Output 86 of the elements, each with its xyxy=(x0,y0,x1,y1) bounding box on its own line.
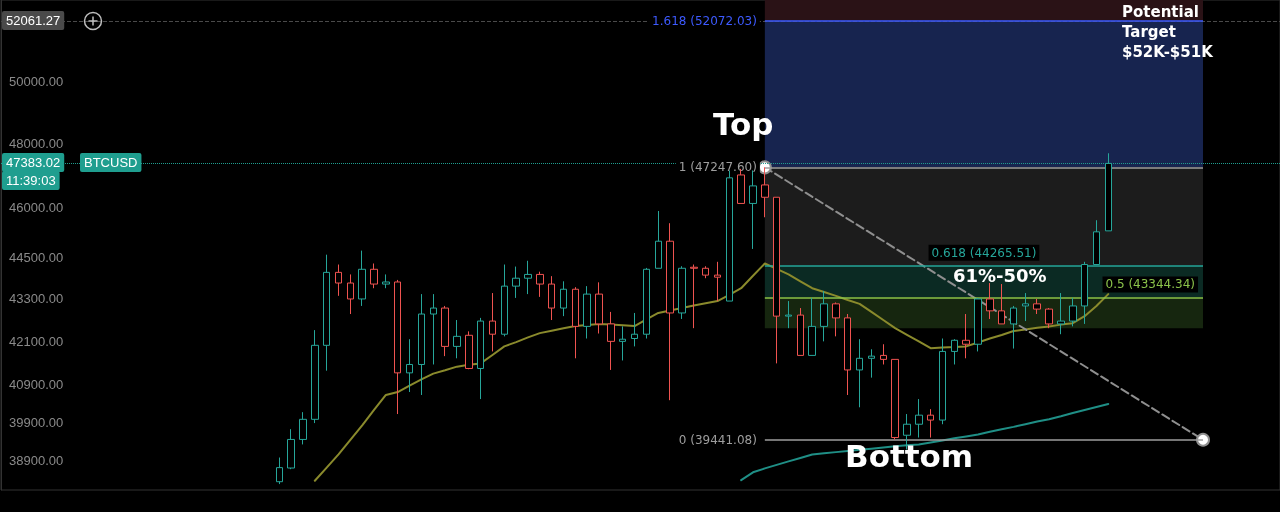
candlestick xyxy=(477,317,484,400)
candlestick xyxy=(844,313,851,396)
candlestick xyxy=(501,264,508,337)
candlestick xyxy=(868,348,875,379)
candlestick xyxy=(643,267,650,339)
candlestick xyxy=(524,260,532,295)
candlestick xyxy=(808,297,816,356)
candlestick xyxy=(335,264,342,297)
candlestick xyxy=(666,222,674,401)
candlestick xyxy=(560,280,567,317)
candlestick xyxy=(276,457,283,485)
candlestick xyxy=(358,250,366,307)
candlestick xyxy=(655,210,662,269)
candlestick xyxy=(394,279,401,415)
y-tick-label: 40900.00 xyxy=(9,377,64,393)
candlestick xyxy=(347,273,354,315)
candlestick xyxy=(430,293,437,365)
candlestick xyxy=(583,285,591,339)
candlestick xyxy=(441,305,449,357)
candlestick xyxy=(797,307,804,356)
candlestick xyxy=(986,282,994,320)
candlestick xyxy=(323,254,330,372)
candlestick xyxy=(1033,298,1041,315)
annotation: BTCUSD xyxy=(84,155,138,171)
candlestick xyxy=(1057,292,1065,335)
candlestick xyxy=(678,265,686,320)
candlestick xyxy=(785,300,792,329)
candlestick xyxy=(962,313,970,359)
y-tick-label: 43300.00 xyxy=(9,291,64,307)
candlestick xyxy=(880,343,887,365)
candlestick xyxy=(418,293,425,396)
candlestick xyxy=(974,297,982,352)
candlestick xyxy=(489,292,496,352)
ref-line-label: 0.618 (44265.51) xyxy=(931,245,1037,260)
ref-line-label: 1.618 (52072.03) xyxy=(652,13,757,28)
ref-line-label: 52061.27 xyxy=(6,12,61,28)
candlestick xyxy=(998,283,1005,325)
candlestick xyxy=(690,264,698,329)
candlestick xyxy=(915,398,923,439)
candlestick xyxy=(1069,297,1077,327)
y-tick-label: 42100.00 xyxy=(9,333,64,349)
candlestick xyxy=(927,408,934,439)
ref-line-label: 47383.02 xyxy=(6,155,61,171)
candlestick xyxy=(856,338,863,408)
candlestick xyxy=(512,266,520,299)
candlestick xyxy=(406,338,413,393)
candlestick xyxy=(382,273,390,289)
candlestick xyxy=(773,196,780,364)
candlestick xyxy=(832,301,840,337)
ref-line-label: 1 (47247.60) xyxy=(678,160,757,175)
candlestick xyxy=(714,261,721,302)
y-tick-label: 39900.00 xyxy=(9,414,64,430)
y-tick-label: 48000.00 xyxy=(9,136,64,151)
candlestick xyxy=(761,166,769,218)
annotation: Top xyxy=(713,105,774,142)
candlestick xyxy=(595,281,603,334)
candlestick xyxy=(548,275,555,321)
candlestick xyxy=(607,311,615,371)
candlestick xyxy=(939,338,946,425)
candlestick xyxy=(631,312,638,347)
candlestick xyxy=(536,271,544,298)
candlestick xyxy=(619,325,626,361)
annotation: Potential Target $52K-$51K xyxy=(1122,3,1215,61)
candlestick xyxy=(951,338,958,365)
ref-line-label: 0 (39441.08) xyxy=(678,432,757,447)
candlestick xyxy=(1010,305,1017,350)
candlestick xyxy=(1045,307,1053,329)
candlestick xyxy=(572,286,579,359)
y-tick-label: 46000.00 xyxy=(9,200,64,216)
candlestick xyxy=(465,330,473,370)
candlestick xyxy=(1022,292,1029,322)
candlestick xyxy=(891,358,899,440)
y-tick-label: 44500.00 xyxy=(9,250,64,266)
candlestick xyxy=(453,319,461,359)
y-tick-label: 38900.00 xyxy=(9,453,64,469)
candlestick xyxy=(820,290,828,342)
candlestick xyxy=(370,263,378,289)
candlestick xyxy=(299,411,307,445)
candlestick xyxy=(702,265,709,279)
annotation: 11:39:03 xyxy=(6,173,56,189)
candlestick xyxy=(311,329,319,424)
ref-line-label: 0.5 (43344.34) xyxy=(1105,277,1196,292)
candlestick xyxy=(287,428,295,470)
y-tick-label: 50000.00 xyxy=(9,74,64,90)
annotation: 61%-50% xyxy=(953,264,1047,286)
annotation: Bottom xyxy=(845,437,974,474)
